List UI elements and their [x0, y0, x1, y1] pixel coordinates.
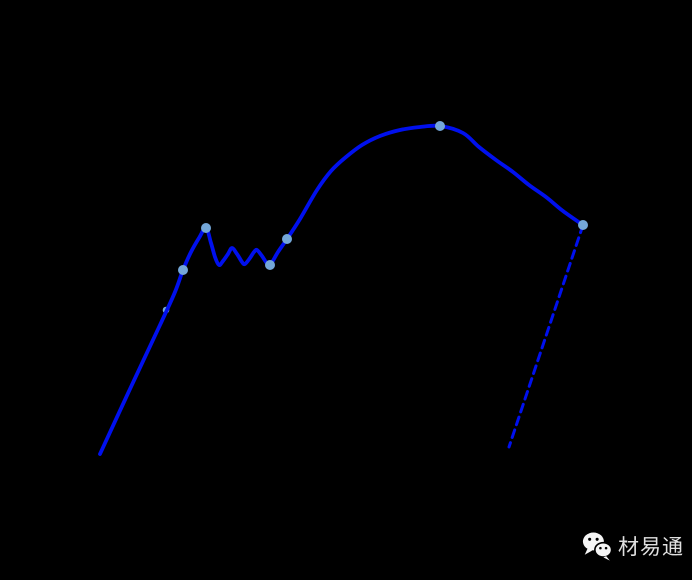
watermark-text: 材易通 — [618, 536, 684, 559]
wechat-eye — [588, 537, 592, 541]
unloading-dashed-line — [507, 223, 585, 449]
data-point-marker — [282, 234, 292, 244]
wechat-eye — [599, 546, 602, 550]
wechat-small-bubble-tail — [603, 556, 610, 561]
wechat-eye — [595, 537, 599, 541]
data-point-marker — [435, 121, 445, 131]
data-point-marker — [578, 220, 588, 230]
wechat-eye — [604, 546, 608, 550]
wechat-big-bubble-tail — [584, 548, 593, 555]
data-point-marker — [178, 265, 188, 275]
data-point-marker — [201, 223, 211, 233]
watermark: 材易通 — [582, 530, 684, 563]
stress-strain-curve — [98, 123, 585, 456]
wechat-small-bubble — [594, 541, 613, 558]
wechat-icon — [582, 532, 613, 561]
data-point-marker — [265, 260, 275, 270]
